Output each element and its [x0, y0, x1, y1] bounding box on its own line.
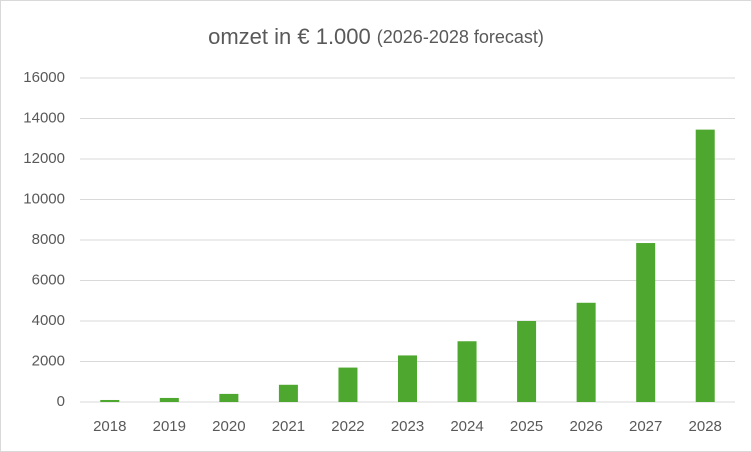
x-tick-label: 2024	[450, 418, 483, 435]
x-tick-label: 2027	[629, 418, 662, 435]
bar	[457, 341, 477, 402]
y-tick-label: 10000	[23, 190, 65, 207]
bar	[219, 393, 239, 402]
bar	[695, 129, 715, 402]
x-tick-label: 2025	[510, 418, 543, 435]
bar	[636, 243, 656, 402]
y-tick-label: 4000	[32, 312, 65, 329]
x-tick-label: 2021	[272, 418, 305, 435]
bar	[338, 367, 358, 402]
y-tick-label: 16000	[23, 69, 65, 86]
bar	[278, 384, 298, 402]
y-tick-label: 2000	[32, 352, 65, 369]
x-tick-label: 2023	[391, 418, 424, 435]
x-tick-label: 2019	[153, 418, 186, 435]
x-tick-label: 2020	[212, 418, 245, 435]
y-tick-label: 6000	[32, 271, 65, 288]
bar	[517, 321, 537, 402]
bar	[159, 397, 179, 402]
bar	[398, 355, 417, 402]
y-tick-label: 0	[57, 393, 65, 410]
chart-heading: omzet in € 1.000 (2026-2028 forecast)	[208, 24, 544, 49]
y-tick-label: 12000	[23, 150, 65, 167]
y-tick-label: 8000	[32, 231, 65, 248]
x-tick-label: 2028	[689, 418, 722, 435]
x-tick-label: 2022	[331, 418, 364, 435]
x-tick-label: 2026	[569, 418, 602, 435]
chart-subtitle: (2026-2028 forecast)	[377, 27, 544, 47]
x-tick-label: 2018	[93, 418, 126, 435]
bar	[576, 302, 596, 402]
chart-title: omzet in € 1.000	[208, 24, 371, 49]
y-tick-label: 14000	[23, 109, 65, 126]
bar	[100, 399, 120, 402]
